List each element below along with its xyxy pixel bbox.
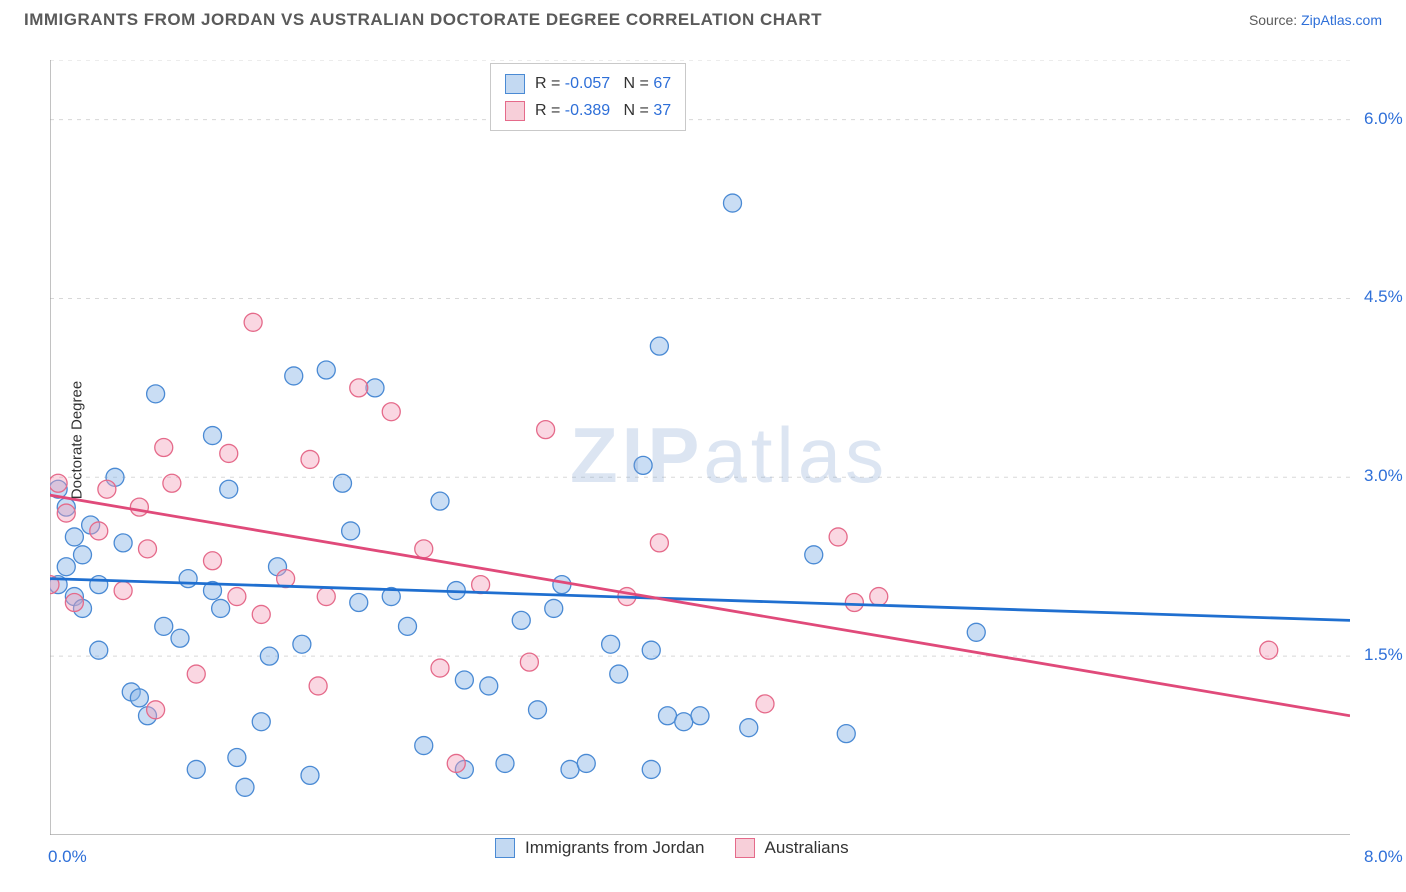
- source-link[interactable]: ZipAtlas.com: [1301, 12, 1382, 28]
- source-attribution: Source: ZipAtlas.com: [1249, 12, 1382, 28]
- legend-series-label: Australians: [765, 838, 849, 858]
- legend-swatch-icon: [505, 101, 525, 121]
- chart-title: IMMIGRANTS FROM JORDAN VS AUSTRALIAN DOC…: [24, 10, 822, 30]
- legend-swatch-icon: [505, 74, 525, 94]
- legend-series: Immigrants from Jordan Australians: [495, 838, 849, 858]
- legend-series-label: Immigrants from Jordan: [525, 838, 705, 858]
- source-prefix: Source:: [1249, 12, 1301, 28]
- x-tick-label: 0.0%: [48, 847, 87, 867]
- y-tick-label: 4.5%: [1364, 287, 1403, 307]
- legend-swatch-icon: [495, 838, 515, 858]
- scatter-chart: ZIPatlas R = -0.057 N = 67R = -0.389 N =…: [50, 60, 1350, 835]
- legend-correlation-row: R = -0.389 N = 37: [505, 97, 671, 124]
- legend-correlation-text: R = -0.057 N = 67: [535, 70, 671, 97]
- legend-correlation-row: R = -0.057 N = 67: [505, 70, 671, 97]
- legend-correlation-text: R = -0.389 N = 37: [535, 97, 671, 124]
- legend-series-item: Immigrants from Jordan: [495, 838, 705, 858]
- plot-svg: [50, 60, 1350, 835]
- legend-swatch-icon: [735, 838, 755, 858]
- legend-correlation: R = -0.057 N = 67R = -0.389 N = 37: [490, 63, 686, 131]
- y-tick-label: 3.0%: [1364, 466, 1403, 486]
- x-tick-label: 8.0%: [1364, 847, 1403, 867]
- y-axis-label: Doctorate Degree: [69, 381, 86, 499]
- y-tick-label: 1.5%: [1364, 645, 1403, 665]
- y-tick-label: 6.0%: [1364, 109, 1403, 129]
- legend-series-item: Australians: [735, 838, 849, 858]
- chart-header: IMMIGRANTS FROM JORDAN VS AUSTRALIAN DOC…: [0, 0, 1406, 38]
